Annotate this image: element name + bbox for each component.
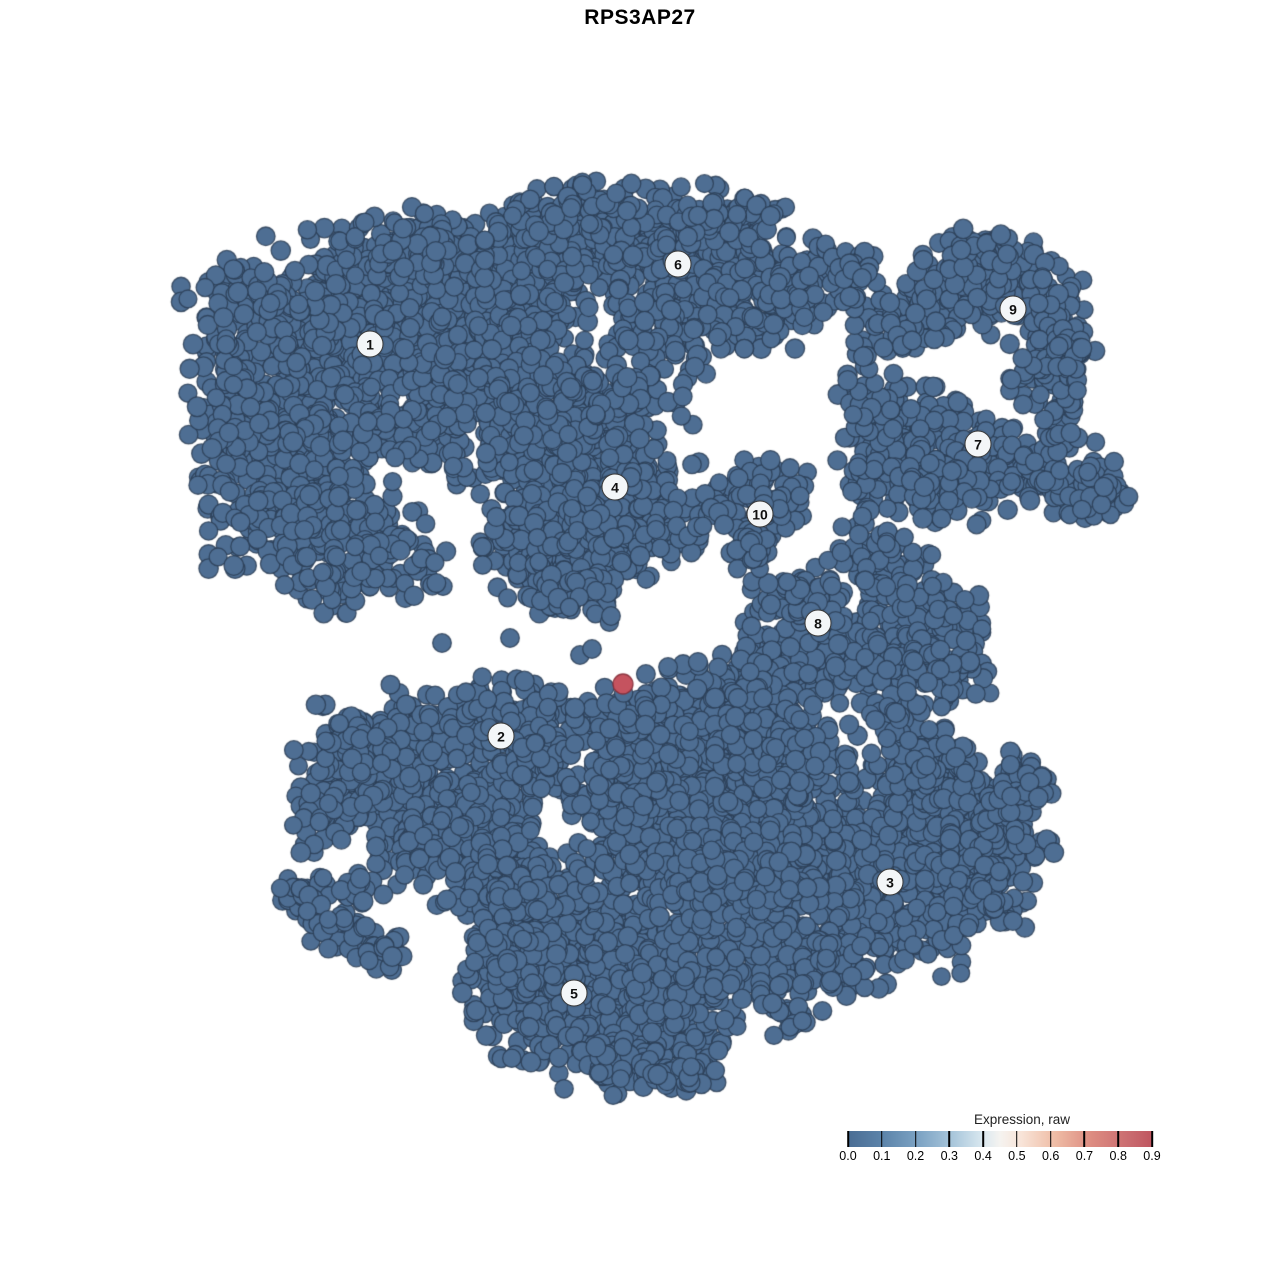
legend-tick [948, 1131, 951, 1147]
legend-tick [1151, 1131, 1153, 1147]
legend-tick-label: 0.4 [974, 1149, 992, 1163]
cluster-label-4: 4 [601, 473, 629, 501]
cluster-label-5: 5 [560, 979, 588, 1007]
legend-tick-label: 0.1 [873, 1149, 891, 1163]
legend-tick-label: 0.7 [1075, 1149, 1094, 1163]
cluster-label-1: 1 [356, 330, 384, 358]
legend-tick [914, 1131, 917, 1147]
legend-tick [1117, 1131, 1120, 1147]
cluster-label-3: 3 [876, 868, 904, 896]
legend-tick [1016, 1131, 1018, 1147]
legend-tick-label: 0.9 [1143, 1149, 1161, 1163]
cluster-label-7: 7 [964, 430, 992, 458]
legend-tick-labels: 0.0 0.1 0.2 0.3 0.4 0.5 0.6 0.7 0.8 0.9 [839, 1149, 1160, 1165]
legend-tick [1083, 1131, 1086, 1147]
page-title: RPS3AP27 [584, 6, 696, 29]
legend-tick [1049, 1131, 1052, 1147]
legend-tick [982, 1131, 984, 1147]
expression-legend: Expression, raw 0.0 0.1 0.2 0.3 0.4 0.5 0.6 0.7… [839, 1112, 1160, 1165]
legend-tick [847, 1131, 849, 1147]
legend-tick-label: 0.5 [1008, 1149, 1026, 1163]
cluster-label-8: 8 [804, 609, 832, 637]
legend-title: Expression, raw [973, 1112, 1071, 1127]
cluster-label-9: 9 [999, 295, 1027, 323]
legend-tick-label: 0.6 [1041, 1149, 1060, 1163]
cluster-label-10: 10 [746, 500, 774, 528]
legend-tick-label: 0.2 [906, 1149, 925, 1163]
legend-tick-label: 0.3 [940, 1149, 959, 1163]
cluster-label-6: 6 [664, 250, 692, 278]
legend-tick-label: 0.8 [1109, 1149, 1127, 1163]
cluster-label-2: 2 [487, 722, 515, 750]
legend-colorbar [847, 1131, 1153, 1147]
legend-tick-label: 0.0 [839, 1149, 857, 1163]
legend-tick [880, 1131, 883, 1147]
